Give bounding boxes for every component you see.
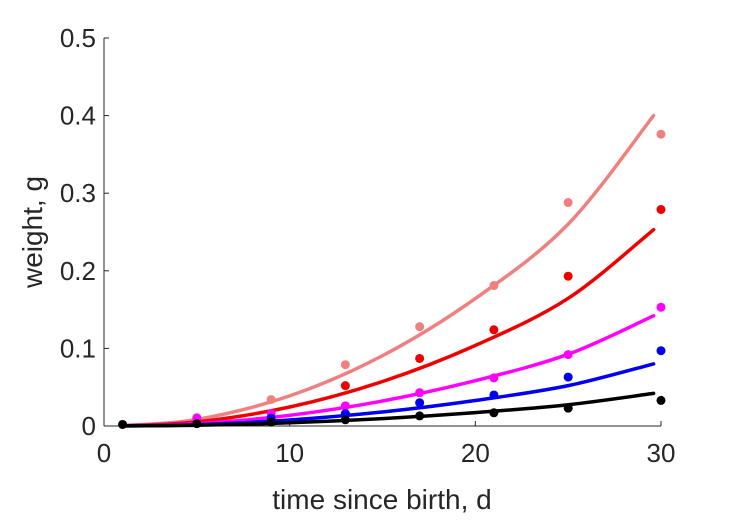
- fit-lines: [120, 113, 656, 428]
- fit-line-series-1: [120, 113, 656, 428]
- y-tick-label: 0.1: [60, 333, 96, 363]
- data-point-series-4: [415, 398, 425, 408]
- data-point-series-4: [656, 346, 666, 356]
- data-point-series-5: [266, 417, 276, 427]
- y-tick-label: 0.4: [60, 101, 96, 131]
- data-point-series-2: [415, 353, 425, 363]
- data-point-series-2: [489, 325, 499, 335]
- data-point-series-1: [656, 129, 666, 139]
- y-tick-label: 0.5: [60, 23, 96, 53]
- y-axis-label: weight, g: [17, 176, 48, 289]
- fit-line-series-2: [120, 227, 656, 428]
- data-point-series-5: [489, 408, 499, 418]
- y-tick-label: 0.3: [60, 178, 96, 208]
- data-point-series-5: [415, 411, 425, 421]
- x-tick-label: 10: [275, 438, 304, 468]
- data-point-series-5: [656, 395, 666, 405]
- plot-area: 0 0.1 0.2 0.3 0.4 0.5 0 10 20 30: [60, 23, 676, 468]
- x-ticks: 0 10 20 30: [97, 421, 676, 468]
- data-point-series-1: [415, 322, 425, 332]
- data-point-series-2: [656, 204, 666, 214]
- data-point-series-4: [563, 372, 573, 382]
- data-points: [118, 129, 666, 429]
- x-tick-label: 20: [461, 438, 490, 468]
- y-tick-label: 0.2: [60, 256, 96, 286]
- data-point-series-1: [489, 281, 499, 291]
- data-point-series-1: [340, 360, 350, 370]
- data-point-series-3: [489, 373, 499, 383]
- x-tick-label: 0: [97, 438, 111, 468]
- x-axis-label: time since birth, d: [272, 484, 491, 515]
- x-tick-label: 30: [647, 438, 676, 468]
- data-point-series-3: [563, 350, 573, 360]
- fit-line-series-3: [120, 314, 656, 428]
- y-tick-label: 0: [82, 411, 96, 441]
- data-point-series-5: [118, 419, 128, 429]
- data-point-series-4: [489, 390, 499, 400]
- data-point-series-1: [563, 198, 573, 208]
- data-point-series-2: [340, 381, 350, 391]
- data-point-series-4: [340, 409, 350, 419]
- data-point-series-3: [415, 388, 425, 398]
- data-point-series-5: [563, 403, 573, 413]
- data-point-series-5: [340, 415, 350, 425]
- data-point-series-2: [563, 271, 573, 281]
- data-point-series-3: [340, 401, 350, 411]
- data-point-series-5: [192, 419, 202, 429]
- y-ticks: 0 0.1 0.2 0.3 0.4 0.5: [60, 23, 109, 441]
- data-point-series-1: [266, 395, 276, 405]
- data-point-series-3: [656, 302, 666, 312]
